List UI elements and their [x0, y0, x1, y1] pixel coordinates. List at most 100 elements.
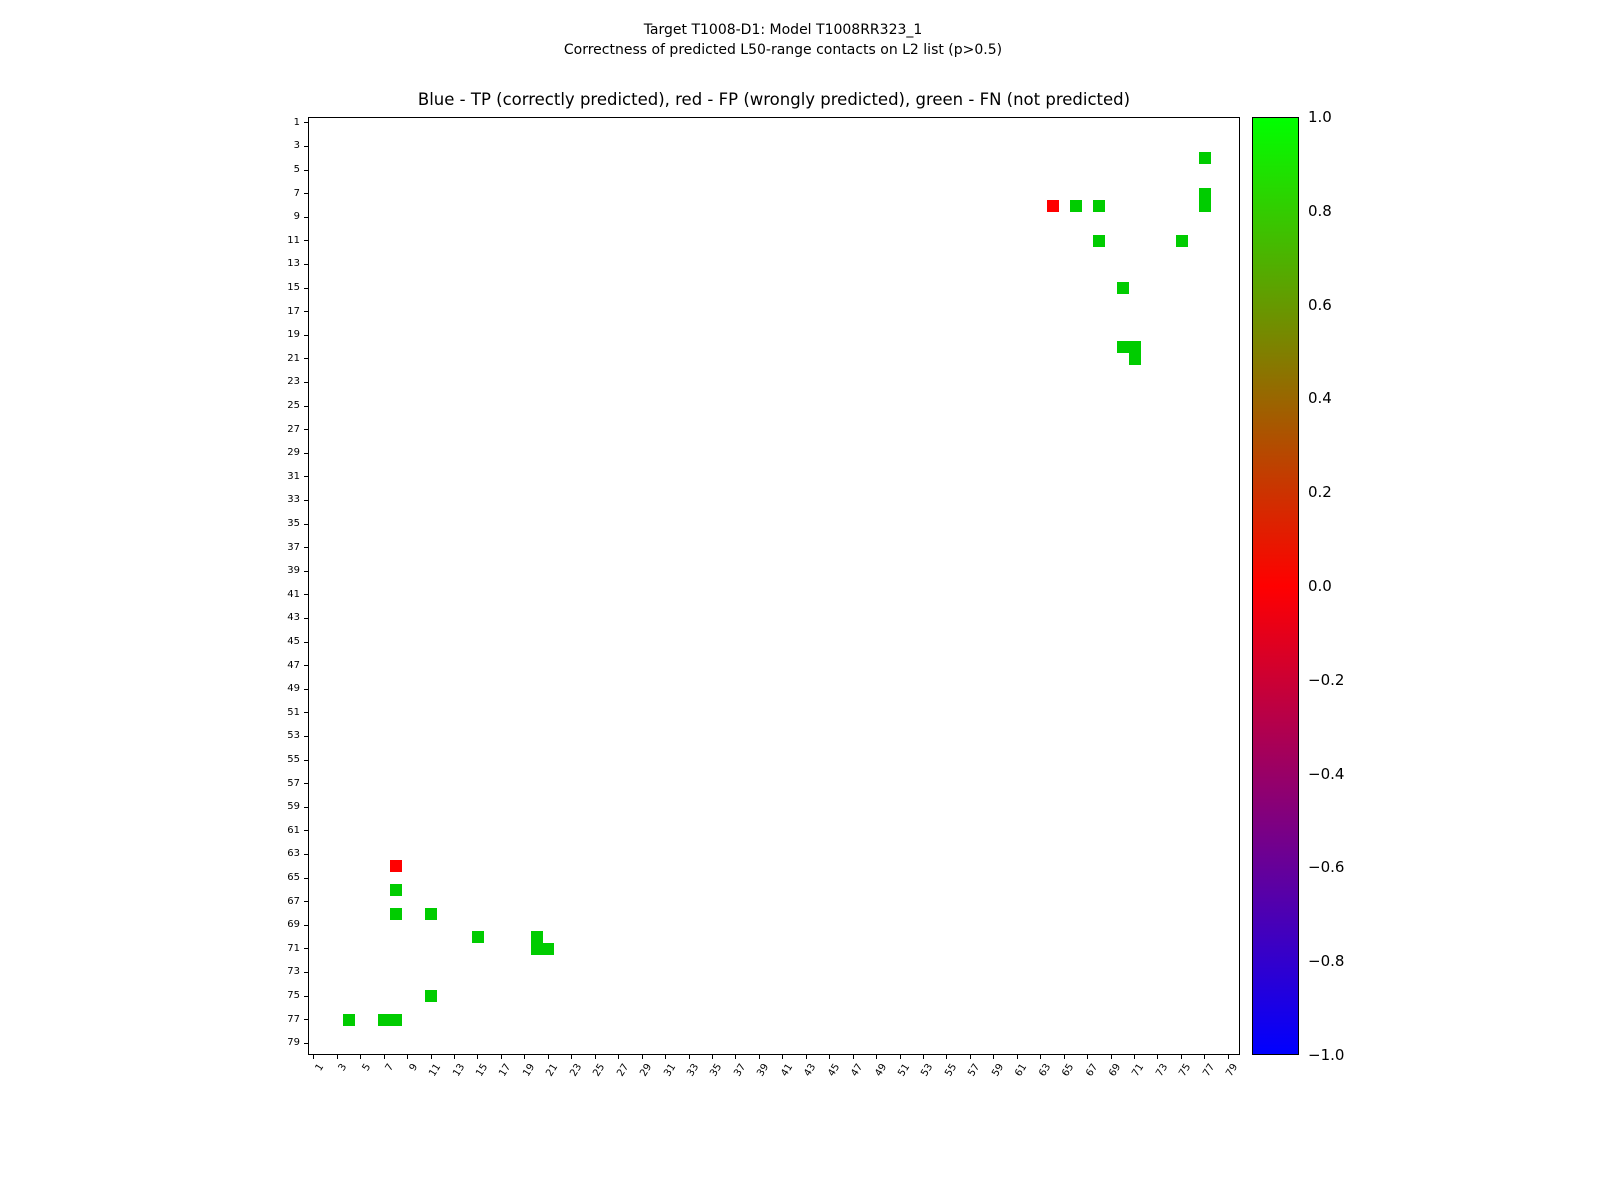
y-axis-tick — [304, 712, 308, 714]
y-axis-label: 49 — [287, 683, 300, 695]
x-axis-tick — [1227, 1055, 1229, 1059]
suptitle-line2: Correctness of predicted L50-range conta… — [563, 42, 1003, 58]
x-axis-tick — [594, 1055, 596, 1059]
y-axis-tick — [304, 1042, 308, 1044]
y-axis-label: 51 — [287, 706, 300, 718]
x-axis-tick — [524, 1055, 526, 1059]
y-axis-label: 7 — [293, 187, 300, 199]
x-axis-tick — [852, 1055, 854, 1059]
y-axis-tick — [304, 169, 308, 171]
x-axis-label: 21 — [544, 1062, 561, 1079]
x-axis-tick — [430, 1055, 432, 1059]
colorbar-tick-label: 0.0 — [1308, 577, 1332, 595]
x-axis-label: 55 — [943, 1062, 960, 1079]
contact-fn-cell — [390, 1013, 403, 1026]
x-axis-label: 7 — [383, 1062, 397, 1074]
x-axis-label: 29 — [638, 1062, 655, 1079]
contact-fn-cell — [1128, 341, 1141, 354]
contact-fn-cell — [1198, 199, 1211, 212]
x-axis-label: 47 — [849, 1062, 866, 1079]
y-axis-label: 33 — [287, 494, 300, 506]
x-axis-label: 41 — [779, 1062, 796, 1079]
y-axis-tick — [304, 948, 308, 950]
contact-fn-cell — [1093, 234, 1106, 248]
y-axis-label: 9 — [293, 211, 300, 223]
x-axis-tick — [711, 1055, 713, 1059]
x-axis-label: 39 — [755, 1062, 772, 1079]
x-axis-tick — [1087, 1055, 1089, 1059]
x-axis-label: 67 — [1083, 1062, 1100, 1079]
contact-fn-cell — [343, 1013, 356, 1026]
x-axis-label: 5 — [360, 1062, 374, 1074]
y-axis-label: 27 — [287, 423, 300, 435]
x-axis-label: 69 — [1107, 1062, 1124, 1079]
x-axis-tick — [688, 1055, 690, 1059]
y-axis-tick — [304, 523, 308, 525]
x-axis-tick — [641, 1055, 643, 1059]
y-axis-label: 5 — [293, 164, 300, 176]
x-axis-tick — [899, 1055, 901, 1059]
y-axis-label: 63 — [287, 848, 300, 860]
contact-fp-cell — [1046, 199, 1059, 212]
contact-fn-cell — [530, 931, 543, 944]
colorbar-tick-label: 1.0 — [1308, 108, 1332, 126]
y-axis-tick — [304, 193, 308, 195]
x-axis-tick — [665, 1055, 667, 1059]
y-axis-label: 23 — [287, 376, 300, 388]
colorbar — [1252, 117, 1299, 1055]
y-axis-label: 13 — [287, 258, 300, 270]
x-axis-label: 65 — [1060, 1062, 1077, 1079]
x-axis-tick — [758, 1055, 760, 1059]
x-axis-label: 59 — [990, 1062, 1007, 1079]
x-axis-label: 27 — [614, 1062, 631, 1079]
y-axis-tick — [304, 263, 308, 265]
plot-area — [308, 117, 1240, 1055]
colorbar-tick-label: −0.2 — [1308, 670, 1345, 689]
y-axis-tick — [304, 547, 308, 549]
y-axis-tick — [304, 122, 308, 124]
x-axis-tick — [1040, 1055, 1042, 1059]
x-axis-label: 17 — [497, 1062, 514, 1079]
x-axis-tick — [360, 1055, 362, 1059]
colorbar-tick-label: 0.8 — [1308, 201, 1332, 220]
y-axis-label: 59 — [287, 801, 300, 813]
contact-fn-cell — [378, 1013, 391, 1026]
x-axis-label: 53 — [919, 1062, 936, 1079]
x-axis-label: 63 — [1036, 1062, 1054, 1079]
y-axis-tick — [304, 216, 308, 218]
x-axis-tick — [969, 1055, 971, 1059]
y-axis-tick — [304, 995, 308, 997]
contact-fn-cell — [472, 931, 485, 944]
y-axis-label: 69 — [287, 919, 300, 931]
y-axis-tick — [304, 688, 308, 690]
x-axis-label: 71 — [1130, 1062, 1147, 1079]
x-axis-label: 75 — [1177, 1062, 1194, 1079]
x-axis-tick — [547, 1055, 549, 1059]
x-axis-tick — [922, 1055, 924, 1059]
y-axis-tick — [304, 830, 308, 832]
colorbar-tick-label: 0.2 — [1308, 483, 1332, 502]
y-axis-tick — [304, 381, 308, 383]
x-axis-label: 11 — [427, 1062, 444, 1079]
x-axis-tick — [383, 1055, 385, 1059]
y-axis-label: 37 — [287, 541, 300, 553]
contact-fn-cell — [1070, 199, 1083, 212]
y-axis-tick — [304, 429, 308, 431]
colorbar-tick-label: 0.6 — [1308, 295, 1332, 314]
y-axis-label: 41 — [287, 588, 300, 600]
x-axis-tick — [993, 1055, 995, 1059]
x-axis-tick — [336, 1055, 338, 1059]
y-axis-label: 79 — [287, 1037, 300, 1049]
y-axis-label: 47 — [287, 659, 300, 671]
y-axis-label: 53 — [287, 730, 300, 742]
x-axis-tick — [876, 1055, 878, 1059]
x-axis-tick — [1180, 1055, 1182, 1059]
x-axis-label: 25 — [591, 1062, 608, 1079]
contact-fn-cell — [1175, 234, 1188, 248]
x-axis-tick — [1110, 1055, 1112, 1059]
x-axis-label: 45 — [825, 1062, 843, 1079]
x-axis-tick — [618, 1055, 620, 1059]
y-axis-tick — [304, 853, 308, 855]
x-axis-label: 23 — [568, 1062, 585, 1079]
x-axis-label: 43 — [802, 1062, 819, 1079]
